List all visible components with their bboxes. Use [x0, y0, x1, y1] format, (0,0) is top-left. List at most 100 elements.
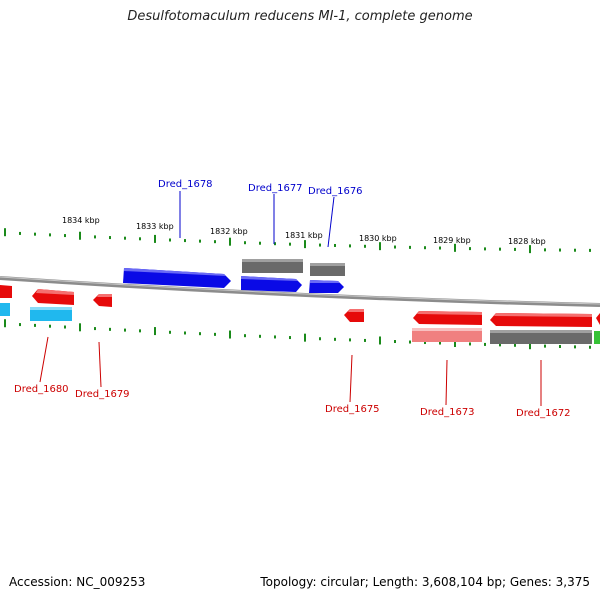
scale-tick	[319, 243, 321, 247]
gene-feature-gray[interactable]	[242, 259, 303, 273]
scale-tick	[49, 233, 51, 237]
gene-label[interactable]: Dred_1672	[516, 408, 571, 419]
scale-tick	[19, 231, 21, 235]
gene-label[interactable]: Dred_1677	[248, 183, 303, 194]
scale-tick	[64, 325, 66, 329]
scale-tick	[334, 243, 336, 247]
scale-tick	[34, 323, 36, 327]
scale-tick	[409, 340, 411, 344]
scale-tick	[109, 327, 111, 331]
scale-tick	[94, 235, 96, 239]
scale-tick	[139, 237, 141, 241]
gene-feature-green[interactable]	[594, 331, 600, 344]
gene-feature-cyan[interactable]	[30, 307, 72, 321]
scale-label: 1833 kbp	[136, 222, 174, 231]
scale-tick	[499, 247, 501, 251]
bottom-scale-ticks	[4, 319, 591, 350]
scale-tick	[469, 342, 471, 346]
scale-tick	[349, 338, 351, 342]
scale-tick	[349, 244, 351, 248]
scale-tick	[589, 345, 591, 349]
scale-tick	[394, 245, 396, 249]
scale-tick	[304, 240, 306, 249]
scale-tick	[214, 332, 216, 336]
gene-label[interactable]: Dred_1678	[158, 179, 213, 190]
scale-tick	[589, 248, 591, 252]
scale-tick	[34, 232, 36, 236]
scale-tick	[184, 331, 186, 335]
scale-label: 1834 kbp	[62, 216, 100, 225]
gene-feature-gray[interactable]	[310, 263, 345, 276]
scale-tick	[139, 329, 141, 333]
scale-tick	[454, 339, 456, 348]
scale-tick	[484, 342, 486, 346]
scale-tick	[79, 323, 81, 332]
gene-label[interactable]: Dred_1676	[308, 186, 363, 197]
gene-feature-cyan[interactable]	[0, 303, 10, 316]
gene-label[interactable]: Dred_1679	[75, 389, 130, 400]
scale-tick	[364, 244, 366, 248]
scale-tick	[574, 248, 576, 252]
scale-tick	[364, 338, 366, 342]
scale-tick	[469, 247, 471, 251]
scale-tick	[334, 337, 336, 341]
scale-tick	[154, 327, 156, 336]
scale-tick	[274, 335, 276, 339]
scale-tick	[514, 343, 516, 347]
scale-tick	[169, 330, 171, 334]
gene-dred-1675[interactable]	[344, 309, 364, 322]
scale-tick	[379, 336, 381, 345]
scale-tick	[289, 242, 291, 246]
scale-tick	[529, 341, 531, 350]
gene-label[interactable]: Dred_1673	[420, 407, 475, 418]
scale-tick	[124, 328, 126, 332]
gene-feature-pink[interactable]	[412, 328, 482, 342]
scale-tick	[229, 237, 231, 246]
scale-tick	[274, 242, 276, 246]
scale-tick	[154, 234, 156, 243]
scale-tick	[544, 248, 546, 252]
scale-tick	[484, 247, 486, 251]
scale-tick	[64, 234, 66, 238]
gene-dred-1679[interactable]	[93, 294, 112, 307]
gene-dred-1676[interactable]	[309, 280, 344, 293]
scale-tick	[289, 336, 291, 340]
scale-tick	[79, 231, 81, 240]
scale-tick	[424, 341, 426, 345]
scale-tick	[124, 236, 126, 240]
map-title: Desulfotomaculum reducens MI-1, complete…	[127, 9, 473, 24]
gene-red-edge[interactable]	[0, 285, 12, 298]
scale-tick	[409, 245, 411, 249]
scale-tick	[319, 337, 321, 341]
scale-tick	[199, 332, 201, 336]
gene-label[interactable]: Dred_1675	[325, 404, 380, 415]
scale-tick	[439, 341, 441, 345]
scale-tick	[4, 319, 6, 328]
gene-feature-gray[interactable]	[490, 330, 592, 344]
scale-label: 1831 kbp	[285, 231, 323, 240]
scale-tick	[49, 324, 51, 328]
scale-tick	[109, 236, 111, 240]
genome-backbone	[0, 276, 600, 307]
scale-tick	[199, 239, 201, 243]
scale-tick	[4, 228, 6, 237]
scale-tick	[559, 344, 561, 348]
gene-label[interactable]: Dred_1680	[14, 384, 69, 395]
scale-tick	[184, 239, 186, 243]
scale-tick	[439, 246, 441, 250]
scale-tick	[544, 344, 546, 348]
scale-tick	[454, 243, 456, 252]
gene-red-edge[interactable]	[596, 313, 600, 325]
scale-label: 1829 kbp	[433, 236, 471, 245]
scale-tick	[499, 343, 501, 347]
scale-tick	[559, 248, 561, 252]
scale-label: 1830 kbp	[359, 234, 397, 243]
accession-text: Accession: NC_009253	[9, 575, 146, 589]
scale-tick	[169, 238, 171, 242]
scale-tick	[259, 241, 261, 245]
scale-label: 1832 kbp	[210, 227, 248, 236]
scale-tick	[574, 345, 576, 349]
scale-tick	[529, 245, 531, 254]
scale-tick	[19, 323, 21, 327]
